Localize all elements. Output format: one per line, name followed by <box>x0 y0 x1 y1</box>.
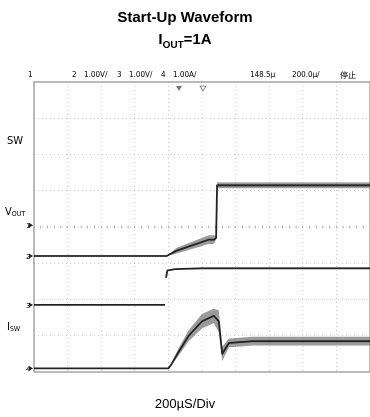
series-line <box>165 267 370 278</box>
status-ch3-scale: 1.00V/ <box>129 70 153 79</box>
status-timebase: 200.0µ/ <box>292 70 320 79</box>
channel-ground-arrow-icon <box>29 365 33 371</box>
chart-subtitle: IOUT=1A <box>158 31 212 51</box>
series-line <box>34 314 370 370</box>
status-ch1: 1 <box>28 70 33 79</box>
status-run-state: 停止 <box>340 71 356 80</box>
channel-label-sw: SW <box>7 134 24 147</box>
status-ch2: 2 <box>72 70 77 79</box>
channel-label-isw: ISW <box>7 320 21 333</box>
status-ch4-scale: 1.00A/ <box>173 70 197 79</box>
channel-marker: 2 <box>26 253 30 261</box>
status-ch2-scale: 1.00V/ <box>84 70 108 79</box>
x-axis-label: 200µS/Div <box>154 396 216 411</box>
channel-ground-arrow-icon <box>29 222 33 228</box>
channel-ground-arrow-icon <box>29 253 33 259</box>
series-noise-band <box>34 182 370 256</box>
status-ch3: 3 <box>117 70 122 79</box>
series-line <box>34 184 370 257</box>
channel-marker: 3 <box>26 302 30 310</box>
channel-marker: 1 <box>26 222 30 230</box>
status-delay: 148.5µ <box>250 70 276 79</box>
delay-marker-icon <box>199 85 207 92</box>
trigger-marker-icon <box>176 86 182 91</box>
chart-title: Start-Up Waveform <box>117 9 253 26</box>
status-ch4: 4 <box>161 70 166 79</box>
channel-marker: 4 <box>26 365 31 373</box>
channel-label-vout: VOUT <box>5 205 26 218</box>
channel-ground-arrow-icon <box>29 302 33 308</box>
